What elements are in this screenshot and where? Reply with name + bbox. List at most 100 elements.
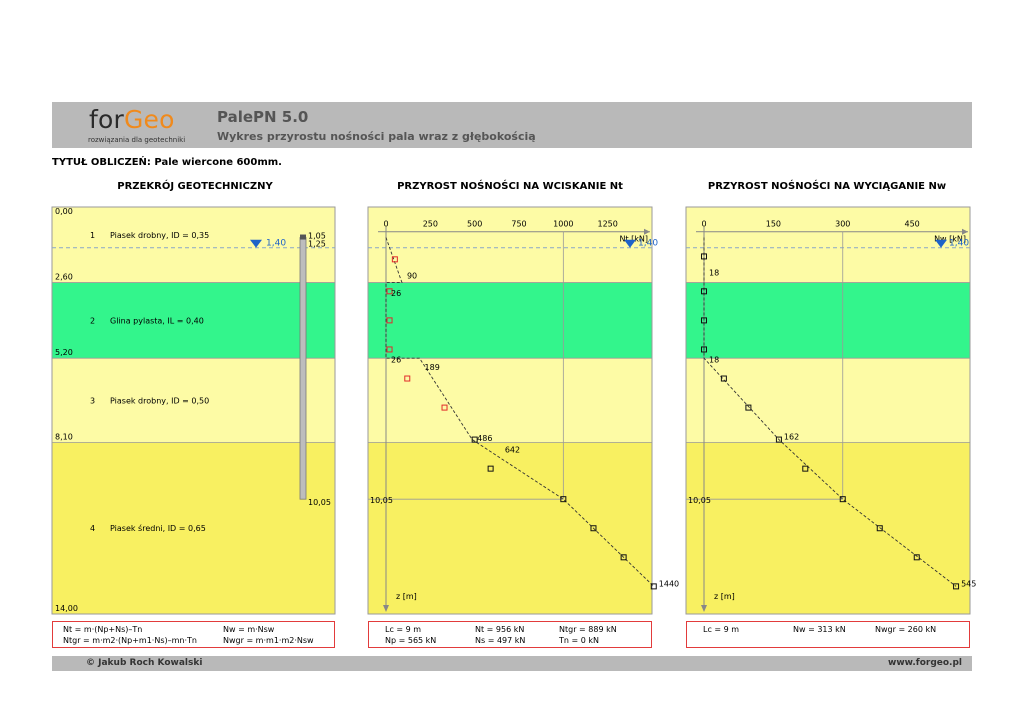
- formula-legend: Nt = m·(Np+Ns)–Tn Nw = m·Nsw Ntgr = m·m2…: [52, 621, 335, 648]
- data-point: [876, 525, 883, 532]
- data-point: [404, 375, 411, 382]
- x-tick-label: 750: [511, 220, 526, 229]
- result-lc: Lc = 9 m: [385, 625, 422, 634]
- layer-description: Piasek średni, ID = 0,65: [110, 523, 206, 533]
- data-point: [386, 346, 393, 353]
- formula-nt: Nt = m·(Np+Ns)–Tn: [63, 625, 143, 634]
- result-nt: Nt = 956 kN: [475, 625, 525, 634]
- depth-label: 5,20: [55, 348, 73, 357]
- y-axis-arrow: [383, 605, 389, 612]
- x-axis-arrow: [644, 228, 650, 235]
- depth-label: 0,00: [55, 207, 73, 216]
- y-axis-arrow: [701, 605, 707, 612]
- result-nw: Nw = 313 kN: [793, 625, 846, 634]
- pile-top-label: 1,05: [308, 232, 326, 241]
- soil-layer-4: [368, 442, 652, 614]
- depth-label: 2,60: [55, 273, 73, 282]
- water-table-icon: [250, 239, 262, 248]
- x-tick-label: 1250: [597, 220, 617, 229]
- layer-number: 1: [90, 231, 95, 240]
- app-subtitle: Wykres przyrostu nośności pala wraz z gł…: [217, 130, 536, 143]
- forgeo-logo: forGeo: [89, 105, 175, 135]
- website-link[interactable]: www.forgeo.pl: [888, 658, 962, 668]
- pile-head-label: 1,25: [308, 240, 326, 249]
- data-point: [471, 436, 478, 443]
- layer-description: Piasek drobny, ID = 0,35: [110, 231, 209, 240]
- x-tick-label: 0: [701, 220, 706, 229]
- data-point: [386, 288, 393, 295]
- result-ns: Ns = 497 kN: [475, 636, 526, 645]
- copyright-text: © Jakub Roch Kowalski: [86, 658, 203, 668]
- data-label: 486: [477, 434, 492, 443]
- soil-layer-2: [52, 282, 335, 359]
- data-point: [650, 583, 657, 590]
- result-lc-tension: Lc = 9 m: [703, 625, 740, 634]
- result-nwgr: Nwgr = 260 kN: [875, 625, 937, 634]
- water-table-label: 1,40: [266, 239, 286, 249]
- tension-results: Lc = 9 m Nw = 313 kN Nwgr = 260 kN: [686, 621, 970, 648]
- logo-text-geo: Geo: [123, 105, 175, 134]
- data-label: 642: [505, 446, 520, 455]
- data-label: 26: [391, 356, 401, 365]
- capacity-curve: [385, 237, 655, 587]
- data-label: 162: [784, 433, 799, 442]
- x-tick-label: 150: [766, 220, 781, 229]
- soil-layer-4: [52, 442, 335, 614]
- x-tick-label: 1000: [553, 220, 573, 229]
- pile-base-label: 10,05: [688, 496, 711, 505]
- panel-frame: [367, 206, 653, 615]
- layer-number: 2: [90, 316, 95, 325]
- report-footer: © Jakub Roch Kowalski www.forgeo.pl: [52, 656, 972, 671]
- x-axis-title: Nt [kN]: [619, 235, 648, 244]
- layer-description: Glina pylasta, IL = 0,40: [110, 316, 204, 325]
- formula-ntgr: Ntgr = m·m2·(Np+m1·Ns)–mn·Tn: [63, 636, 197, 645]
- compression-results: Lc = 9 m Nt = 956 kN Ntgr = 889 kN Np = …: [368, 621, 652, 648]
- x-axis-arrow: [962, 228, 968, 235]
- panel-frame: [51, 206, 336, 615]
- y-axis-title: z [m]: [396, 592, 417, 601]
- data-label: 189: [425, 363, 440, 372]
- data-point: [701, 288, 707, 295]
- profile-panel-title: PRZEKRÓJ GEOTECHNICZNY: [117, 181, 273, 192]
- data-point: [775, 436, 782, 443]
- data-point: [560, 496, 567, 503]
- result-np: Np = 565 kN: [385, 636, 437, 645]
- data-label: 18: [709, 356, 719, 365]
- data-point: [953, 583, 960, 590]
- water-table-icon: [935, 239, 947, 248]
- data-point: [386, 317, 393, 324]
- data-label: 18: [709, 268, 719, 277]
- data-point: [701, 317, 707, 324]
- water-table-label: 1,40: [949, 239, 969, 249]
- data-point: [590, 525, 597, 532]
- depth-label: 8,10: [55, 432, 73, 441]
- data-point: [701, 346, 707, 353]
- data-label: 90: [407, 271, 417, 280]
- x-tick-label: 300: [835, 220, 850, 229]
- data-point: [620, 554, 627, 561]
- result-ntgr: Ntgr = 889 kN: [559, 625, 617, 634]
- logo-text-for: for: [89, 105, 124, 134]
- formula-nw: Nw = m·Nsw: [223, 625, 275, 634]
- logo-tagline: rozwiązania dla geotechniki: [88, 136, 186, 144]
- tension-panel-title: PRZYROST NOŚNOŚCI NA WYCIĄGANIE Nw: [707, 181, 947, 192]
- data-point: [441, 404, 448, 411]
- layer-description: Piasek drobny, ID = 0,50: [110, 396, 209, 405]
- pile-base-label: 10,05: [308, 498, 331, 507]
- app-title: PalePN 5.0: [217, 108, 309, 126]
- data-point: [487, 465, 494, 472]
- soil-layer-2: [368, 282, 652, 359]
- data-point: [720, 375, 727, 382]
- x-tick-label: 450: [904, 220, 919, 229]
- data-point: [802, 465, 809, 472]
- data-label: 1440: [659, 579, 679, 588]
- pile-base-label: 10,05: [370, 496, 393, 505]
- panel-frame: [685, 206, 971, 615]
- water-table-label: 1,40: [638, 239, 658, 249]
- x-axis-title: Nw [kN]: [934, 235, 966, 244]
- layer-number: 3: [90, 396, 95, 405]
- soil-layer-4: [686, 442, 970, 614]
